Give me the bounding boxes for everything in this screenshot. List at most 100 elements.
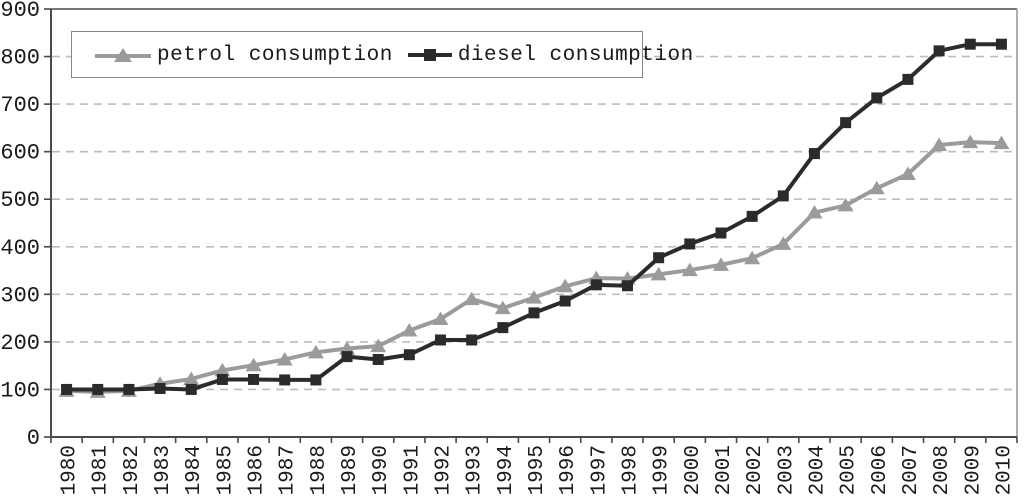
x-axis-label: 1984 bbox=[183, 445, 206, 495]
diesel-marker bbox=[871, 92, 883, 104]
x-axis-label: 2009 bbox=[962, 445, 985, 495]
y-axis-label: 200 bbox=[0, 331, 40, 356]
x-axis-label: 2007 bbox=[900, 445, 923, 495]
diesel-marker bbox=[372, 353, 384, 365]
diesel-marker bbox=[777, 190, 789, 202]
x-axis-label: 1992 bbox=[433, 445, 456, 495]
legend-item-petrol: petrol consumption bbox=[94, 43, 393, 66]
x-axis-label: 1986 bbox=[246, 445, 269, 495]
diesel-marker bbox=[995, 38, 1007, 50]
petrol-marker bbox=[744, 250, 761, 265]
petrol-marker bbox=[650, 266, 667, 281]
diesel-marker bbox=[902, 73, 914, 85]
y-axis-label: 300 bbox=[0, 283, 40, 308]
diesel-marker bbox=[933, 45, 945, 57]
x-axis-label: 2010 bbox=[993, 445, 1016, 495]
diesel-marker bbox=[185, 383, 197, 395]
y-axis-label: 700 bbox=[0, 93, 40, 118]
x-axis-label: 2005 bbox=[838, 445, 861, 495]
x-axis-label: 2006 bbox=[869, 445, 892, 495]
x-axis-label: 1988 bbox=[308, 445, 331, 495]
legend: petrol consumption diesel consumption bbox=[71, 31, 693, 78]
diesel-marker bbox=[341, 351, 353, 363]
petrol-line bbox=[64, 140, 1004, 394]
diesel-legend-marker-icon bbox=[407, 48, 452, 61]
x-axis-label: 1981 bbox=[90, 445, 113, 495]
petrol-marker bbox=[837, 197, 854, 212]
diesel-marker bbox=[590, 279, 602, 291]
diesel-marker bbox=[123, 383, 135, 395]
legend-item-diesel: diesel consumption bbox=[407, 43, 694, 66]
petrol-marker bbox=[432, 311, 449, 326]
petrol-marker bbox=[401, 322, 418, 337]
y-axis-label: 500 bbox=[0, 188, 40, 213]
diesel-marker bbox=[466, 334, 478, 346]
petrol-marker bbox=[681, 262, 698, 277]
diesel-marker bbox=[216, 373, 228, 385]
x-axis-label: 2008 bbox=[931, 445, 954, 495]
x-axis-label: 1980 bbox=[59, 445, 82, 495]
petrol-marker bbox=[868, 180, 885, 195]
x-axis-label: 1990 bbox=[370, 445, 393, 495]
y-axis-label: 600 bbox=[0, 141, 40, 166]
petrol-marker bbox=[806, 205, 823, 219]
x-axis-label: 1997 bbox=[588, 445, 611, 495]
petrol-marker bbox=[183, 371, 200, 385]
petrol-marker bbox=[899, 166, 916, 181]
diesel-marker bbox=[435, 334, 447, 346]
diesel-line bbox=[64, 42, 1004, 392]
x-axis-label: 1991 bbox=[401, 445, 424, 495]
x-axis-label: 1995 bbox=[526, 445, 549, 495]
petrol-marker bbox=[993, 135, 1010, 150]
x-axis-label: 1987 bbox=[277, 445, 300, 495]
petrol-marker bbox=[526, 290, 542, 304]
x-axis-label: 1993 bbox=[464, 445, 487, 495]
x-axis-label: 1998 bbox=[619, 445, 642, 495]
x-axis-label: 1985 bbox=[214, 445, 237, 495]
diesel-marker bbox=[279, 374, 291, 386]
petrol-marker bbox=[931, 137, 948, 152]
diesel-marker bbox=[684, 238, 696, 250]
legend-label-diesel: diesel consumption bbox=[457, 44, 694, 67]
petrol-marker bbox=[276, 351, 293, 366]
diesel-marker bbox=[559, 295, 571, 307]
x-axis-label: 1996 bbox=[557, 445, 580, 495]
diesel-marker bbox=[528, 307, 540, 319]
diesel-marker bbox=[964, 38, 976, 50]
x-axis-label: 2004 bbox=[806, 445, 829, 495]
y-axis-label: 400 bbox=[0, 236, 40, 261]
petrol-marker bbox=[962, 134, 979, 149]
diesel-marker bbox=[403, 349, 415, 361]
diesel-marker bbox=[248, 373, 260, 385]
x-axis-label: 2002 bbox=[744, 445, 767, 495]
y-axis-label: 0 bbox=[27, 426, 40, 451]
x-axis-label: 1982 bbox=[121, 445, 144, 495]
y-axis-label: 100 bbox=[0, 378, 40, 403]
diesel-marker bbox=[808, 148, 820, 160]
diesel-marker bbox=[154, 382, 166, 394]
petrol-marker bbox=[463, 291, 480, 306]
diesel-marker bbox=[715, 227, 727, 239]
petrol-marker bbox=[307, 344, 324, 359]
petrol-marker bbox=[557, 278, 574, 293]
x-axis-label: 1989 bbox=[339, 445, 362, 495]
diesel-marker bbox=[621, 280, 633, 292]
petrol-marker bbox=[494, 300, 511, 315]
y-axis-label: 800 bbox=[0, 46, 40, 71]
petrol-legend-marker-icon bbox=[95, 47, 151, 62]
diesel-marker bbox=[310, 374, 322, 386]
x-axis-label: 2001 bbox=[713, 445, 736, 495]
petrol-marker bbox=[370, 338, 387, 353]
x-axis-label: 2003 bbox=[775, 445, 798, 495]
diesel-marker bbox=[61, 383, 73, 395]
petrol-marker bbox=[245, 357, 262, 372]
petrol-marker bbox=[775, 236, 792, 250]
x-axis-label: 1983 bbox=[152, 445, 175, 495]
diesel-marker bbox=[840, 117, 852, 129]
x-axis-label: 1994 bbox=[495, 445, 518, 495]
diesel-marker bbox=[653, 252, 665, 264]
x-axis-label: 1999 bbox=[651, 445, 674, 495]
petrol-marker bbox=[214, 362, 231, 377]
